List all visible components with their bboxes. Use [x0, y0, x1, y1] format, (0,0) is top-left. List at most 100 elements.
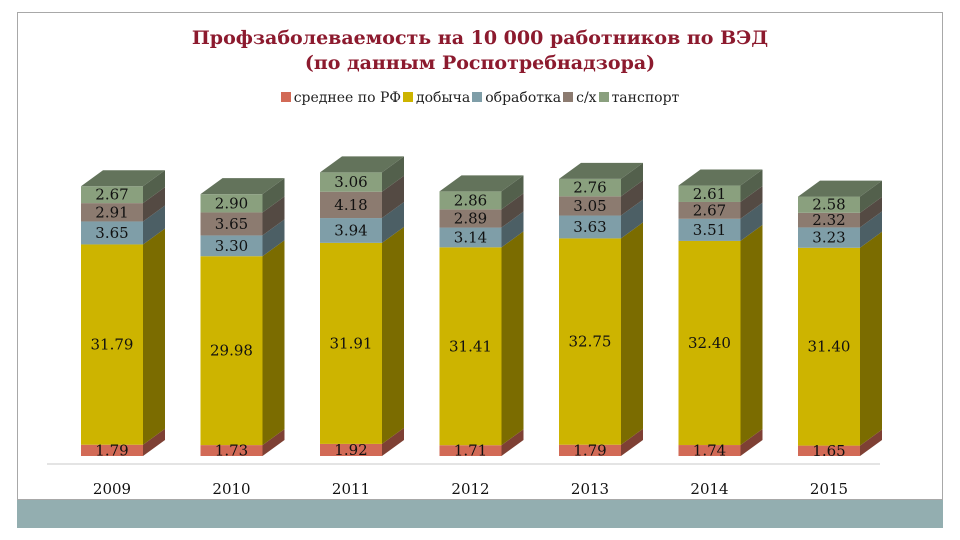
bar-2011-series-4	[320, 172, 382, 192]
bar-side-2012-series-2	[501, 211, 524, 248]
bar-side-2011-series-1	[382, 226, 404, 444]
legend-swatch-4	[598, 92, 609, 102]
bar-side-2012-series-4	[501, 175, 524, 210]
bar-top-2015	[798, 180, 882, 197]
bar-2010-series-4	[200, 194, 263, 213]
bar-side-2014-series-1	[740, 224, 763, 446]
bar-side-2014-series-2	[740, 202, 763, 241]
bar-side-2013-series-1	[621, 222, 643, 445]
data-label-2009-series-4: 2.67	[95, 186, 128, 204]
x-tick-label-2014: 2014	[690, 480, 728, 498]
bar-side-2010-series-1	[262, 240, 285, 446]
data-label-2013-series-3: 3.05	[573, 197, 606, 215]
chart-title: Профзаболеваемость на 10 000 работников …	[0, 26, 960, 76]
bar-side-2011-series-4	[382, 156, 404, 192]
bar-top-2012	[439, 175, 524, 192]
bar-side-2013-series-3	[621, 180, 643, 216]
bar-2015-series-3	[798, 212, 860, 228]
legend-swatch-3	[563, 92, 574, 102]
chart-legend: среднее по РФ добыча обработка с/х танспорт	[0, 90, 960, 106]
bar-side-2009-series-2	[143, 205, 165, 245]
legend-item-2: обработка	[472, 90, 561, 106]
bar-top-2011	[320, 156, 404, 173]
bar-2012-series-2	[439, 227, 502, 248]
bar-2015-series-4	[798, 196, 860, 213]
bar-side-2010-series-4	[262, 178, 285, 213]
data-label-2010-series-3: 3.65	[215, 215, 248, 233]
bar-side-2009-series-4	[143, 170, 165, 204]
data-label-2010-series-2: 3.30	[215, 237, 248, 255]
bar-2014-series-3	[678, 201, 741, 219]
bar-side-2014-series-4	[740, 169, 763, 202]
data-label-2011-series-3: 4.18	[334, 196, 367, 214]
bar-top-2010	[200, 178, 285, 195]
bar-side-2009-series-3	[143, 187, 165, 222]
bar-2013-series-0	[559, 444, 621, 456]
bar-side-2010-series-3	[262, 196, 285, 236]
bar-side-2015-series-3	[860, 196, 882, 228]
data-label-2014-series-1: 32.40	[688, 334, 731, 352]
data-label-2011-series-4: 3.06	[334, 173, 367, 191]
data-label-2009-series-1: 31.79	[91, 336, 134, 354]
data-label-2011-series-0: 1.92	[334, 441, 367, 459]
bar-side-2011-series-3	[382, 175, 404, 219]
bar-stack-2014	[678, 169, 763, 456]
x-tick-label-2009: 2009	[93, 480, 131, 498]
legend-label-1: добыча	[416, 90, 471, 106]
bar-2013-series-3	[559, 196, 621, 216]
bar-2009-series-2	[81, 221, 143, 245]
bar-2010-series-1	[200, 256, 263, 446]
bar-2009-series-3	[81, 203, 143, 222]
chart-title-line-1: Профзаболеваемость на 10 000 работников …	[191, 27, 769, 49]
data-label-2010-series-0: 1.73	[215, 442, 248, 460]
bar-2012-series-4	[439, 191, 502, 210]
legend-label-4: танспорт	[611, 90, 680, 106]
x-tick-label-2015: 2015	[810, 480, 848, 498]
legend-item-1: добыча	[403, 90, 470, 106]
data-label-2015-series-0: 1.65	[812, 442, 845, 460]
data-label-2014-series-2: 3.51	[693, 221, 726, 239]
data-label-2013-series-2: 3.63	[573, 218, 606, 236]
legend-swatch-2	[472, 92, 483, 102]
x-tick-label-2010: 2010	[212, 480, 250, 498]
bar-side-2014-series-0	[740, 429, 763, 456]
data-label-2009-series-2: 3.65	[95, 224, 128, 242]
bar-2014-series-2	[678, 218, 741, 241]
bar-top-2013	[559, 162, 643, 179]
data-label-2010-series-4: 2.90	[215, 194, 248, 212]
data-label-2014-series-0: 1.74	[693, 442, 726, 460]
data-label-2013-series-4: 2.76	[573, 179, 606, 197]
bar-side-2013-series-4	[621, 162, 643, 197]
bar-stack-2013	[559, 162, 643, 456]
data-label-2012-series-4: 2.86	[454, 191, 487, 209]
slide-bottom-bar	[17, 500, 943, 528]
data-label-2014-series-3: 2.67	[693, 201, 726, 219]
x-tick-label-2012: 2012	[451, 480, 489, 498]
bar-stack-2010	[200, 178, 285, 456]
bar-side-2010-series-0	[262, 429, 285, 456]
bar-side-2012-series-3	[501, 193, 524, 228]
bar-2015-series-1	[798, 247, 860, 446]
bar-side-2015-series-1	[860, 231, 882, 446]
bar-side-2011-series-0	[382, 427, 404, 456]
legend-item-4: танспорт	[598, 90, 680, 106]
bar-2010-series-3	[200, 212, 263, 236]
bar-top-2009	[81, 170, 165, 187]
bar-2013-series-4	[559, 178, 621, 197]
bar-top-2014	[678, 169, 763, 186]
legend-swatch-1	[403, 92, 413, 102]
bar-2010-series-0	[200, 445, 263, 456]
data-label-2015-series-4: 2.58	[812, 196, 845, 214]
legend-label-3: с/х	[576, 90, 597, 106]
bar-side-2015-series-4	[860, 180, 882, 213]
x-tick-label-2013: 2013	[571, 480, 609, 498]
chart-title-line-2: (по данным Роспотребнадзора)	[304, 52, 656, 74]
bar-stack-2009	[81, 170, 165, 456]
bar-2011-series-1	[320, 242, 382, 444]
data-label-2012-series-2: 3.14	[454, 228, 487, 246]
bar-2009-series-4	[81, 186, 143, 204]
legend-item-3: с/х	[563, 90, 597, 106]
bar-2012-series-3	[439, 209, 502, 228]
bar-side-2012-series-1	[501, 231, 524, 446]
